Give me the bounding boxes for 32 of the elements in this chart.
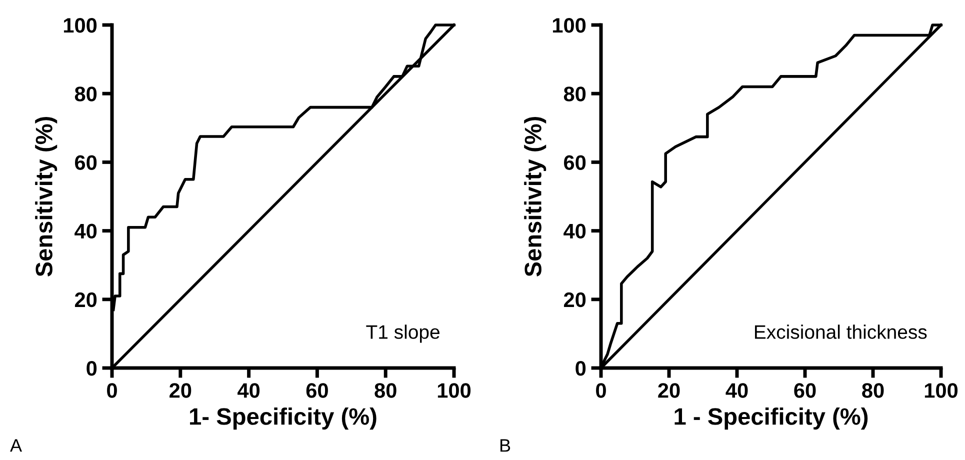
y-tick-label: 40 bbox=[74, 224, 97, 239]
x-tick-label: 100 bbox=[924, 383, 958, 398]
y-tick-label: 100 bbox=[552, 18, 586, 33]
y-tick-label: 100 bbox=[64, 18, 97, 33]
y-tick-label: 40 bbox=[564, 224, 586, 239]
text: B bbox=[500, 439, 510, 452]
x-tick-label: 20 bbox=[658, 383, 680, 398]
x-tick-label: 40 bbox=[726, 383, 748, 398]
y-axis-title: Sensitivity (%) bbox=[35, 116, 58, 277]
x-tick-label: 80 bbox=[862, 383, 884, 398]
annotation: Excisional thickness bbox=[755, 324, 927, 339]
y-tick-label: 20 bbox=[564, 292, 586, 308]
y-tick-label: 0 bbox=[576, 361, 586, 376]
y-tick-label: 0 bbox=[86, 361, 97, 376]
x-tick-label: 20 bbox=[170, 383, 192, 398]
x-tick-label: 0 bbox=[107, 383, 117, 398]
x-tick-label: 100 bbox=[438, 383, 471, 398]
x-tick-label: 0 bbox=[596, 383, 606, 398]
y-tick-label: 20 bbox=[74, 292, 97, 308]
y-tick-label: 80 bbox=[74, 86, 97, 102]
x-axis-title: 1 - Specificity (%) bbox=[674, 408, 868, 430]
x-tick-label: 60 bbox=[306, 383, 328, 398]
x-tick-label: 40 bbox=[238, 383, 260, 398]
y-tick-label: 80 bbox=[564, 86, 586, 102]
y-axis-title: Sensitivity (%) bbox=[524, 116, 546, 277]
y-tick-label: 60 bbox=[75, 155, 97, 170]
annotation: T1 slope bbox=[366, 324, 440, 343]
x-tick-label: 60 bbox=[794, 383, 816, 398]
x-tick-label: 80 bbox=[374, 383, 396, 398]
text: A bbox=[10, 439, 22, 452]
y-tick-label: 60 bbox=[564, 155, 586, 170]
x-axis-title: 1- Specificity (%) bbox=[190, 408, 376, 430]
